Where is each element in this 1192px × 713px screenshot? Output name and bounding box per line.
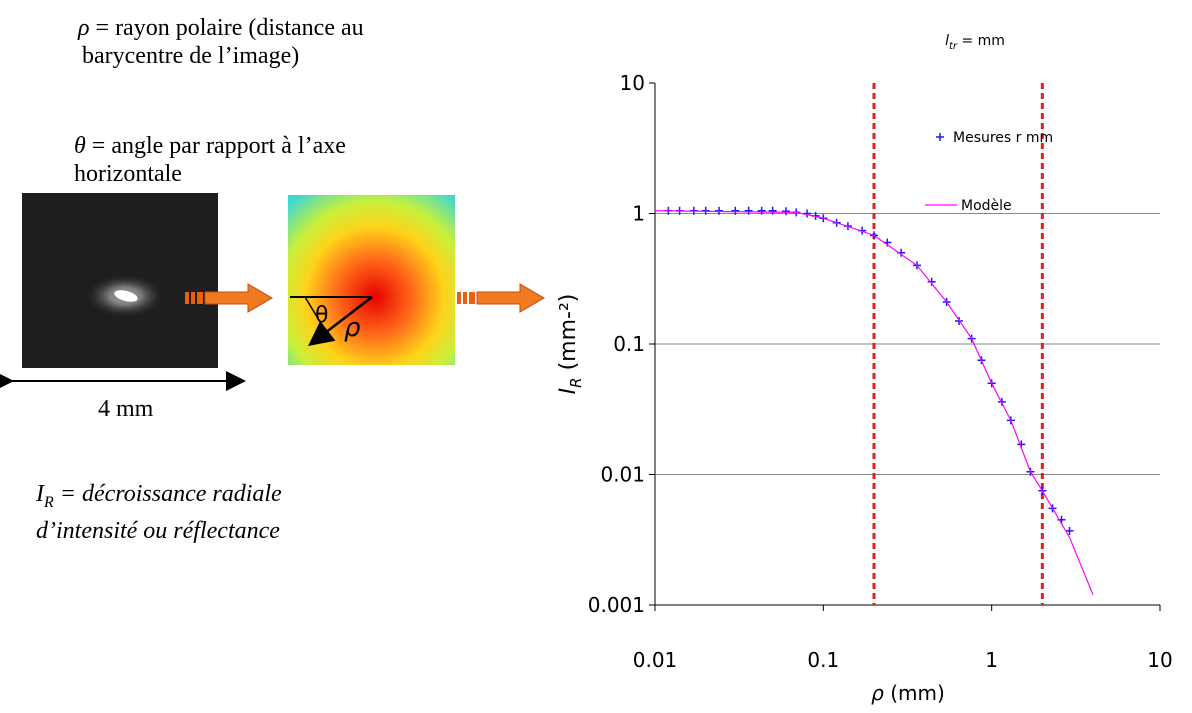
subscript: tr [949,41,958,52]
symbol: I [556,388,581,395]
point [715,206,724,215]
rho-arrow [308,296,373,347]
subscript: R [44,493,54,511]
y-tick-label: 0.1 [613,332,645,356]
subscript: R [567,377,585,387]
legend-label: Modèle [961,198,1012,214]
symbol: l [945,33,949,49]
legend-label: Mesures r mm [953,130,1053,146]
text: (mm-²) [556,294,581,378]
text: horizontale [74,161,182,187]
ir-definition: IR = décroissance radiale d’intensité ou… [36,480,282,545]
text: = décroissance radiale [59,481,282,507]
theta-label: θ [315,303,328,328]
symbol: ρ [871,681,884,705]
arrow [185,283,273,313]
y-tick-label: 0.01 [600,463,645,487]
x-tick-label: 1 [985,648,998,672]
point [1065,526,1074,535]
point [731,206,740,215]
x-tick-label: 0.1 [807,648,839,672]
text: d’intensité ou réflectance [36,517,280,544]
arrow [457,283,545,313]
symbol: ρ [78,15,90,41]
chart-title: ltr = mm [945,33,1005,52]
y-tick-label: 10 [620,71,645,95]
point [803,209,812,218]
image-width: 4 mm [98,396,154,422]
text: = mm [957,33,1005,49]
line: θ = angle par rapport à l’axe [74,132,346,160]
diagram: θ ρ [0,193,545,391]
point [768,206,777,215]
rho-definition: ρ = rayon polaire (distance au barycentr… [78,14,364,70]
x-tick-label: 10 [1147,648,1172,672]
rho-label: ρ [344,313,361,343]
polar-image [288,195,455,365]
point [757,206,766,215]
x-tick-label: 0.01 [633,648,678,672]
text: barycentre de l’image) [82,43,300,69]
symbol: θ [74,133,86,159]
model-line [654,210,1094,595]
y-tick-label: 1 [632,202,645,226]
angle-line [304,296,326,331]
spot [114,290,138,302]
text: = rayon polaire (distance au [95,15,364,41]
legend-swatch [936,133,944,141]
line: IR = décroissance radiale [36,480,282,517]
x-axis-label: ρ (mm) [871,681,945,705]
y-axis-label: IR (mm-²) [556,294,585,395]
point [744,206,753,215]
symbol: I [36,481,44,507]
text: = angle par rapport à l’axe [91,133,346,159]
point [781,207,790,216]
theta-definition: θ = angle par rapport à l’axe horizontal… [74,132,346,188]
line: ρ = rayon polaire (distance au [78,14,364,42]
y-tick-label: 0.001 [588,593,645,617]
text: (mm) [884,681,945,705]
point [927,277,936,286]
